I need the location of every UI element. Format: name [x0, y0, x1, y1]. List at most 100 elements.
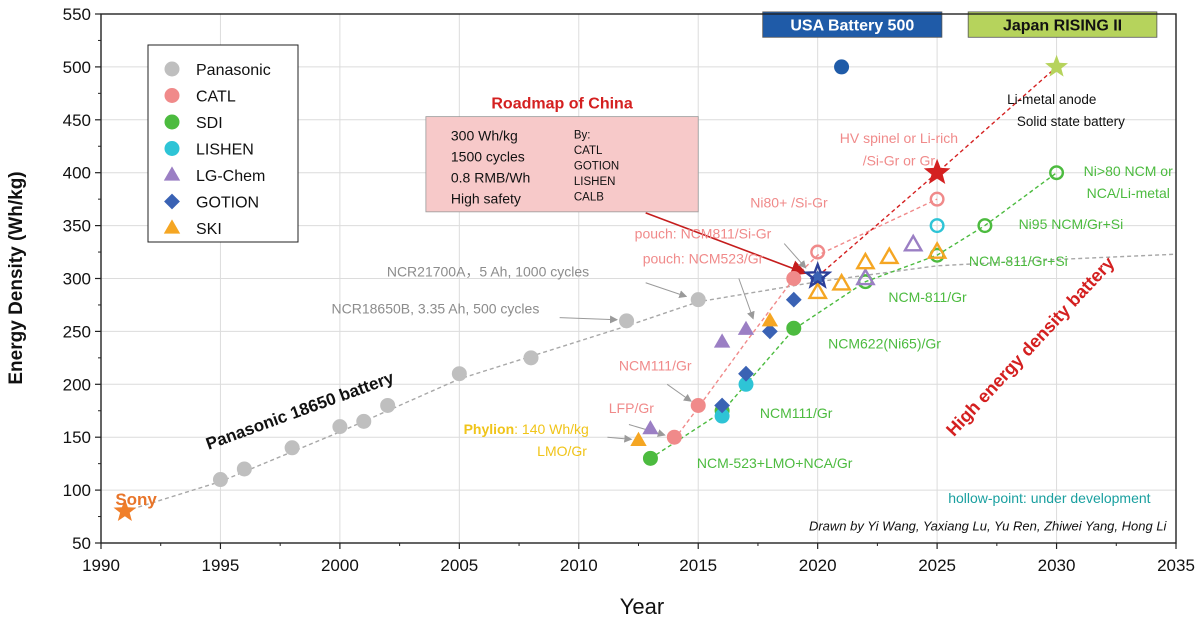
data-points [113, 54, 1068, 521]
x-tick-label: 2030 [1038, 556, 1076, 575]
data-point [690, 292, 706, 308]
data-point [831, 272, 852, 291]
y-tick-label: 250 [63, 322, 91, 341]
data-point [737, 320, 755, 335]
x-tick-label: 2000 [321, 556, 359, 575]
legend-marker [163, 219, 181, 234]
data-point [786, 271, 802, 286]
data-point [236, 461, 252, 477]
special-point [113, 499, 137, 521]
annotation-label: NCM-523+LMO+NCA/Gr [697, 455, 853, 471]
y-tick-label: 500 [63, 58, 91, 77]
x-tick-label: 1990 [82, 556, 120, 575]
trend-line [673, 198, 938, 440]
callout-boxes: USA Battery 500 Japan RISING II Roadmap of… [425, 11, 1158, 213]
data-point [332, 419, 348, 435]
trend-line [124, 253, 1177, 512]
data-point [690, 397, 706, 413]
annotation-label: NCM111/Gr [760, 405, 833, 421]
data-point [926, 240, 948, 259]
data-point [642, 450, 658, 466]
trend-line [650, 172, 1058, 459]
annotation-label: Ni80+ /Si-Gr [750, 195, 828, 211]
y-tick-label: 100 [63, 481, 91, 500]
special-point [923, 158, 951, 184]
special-point [1045, 54, 1068, 77]
header-box [967, 11, 1158, 38]
data-point [855, 251, 876, 270]
y-tick-label: 50 [72, 534, 91, 553]
x-tick-label: 2010 [560, 556, 598, 575]
legend-label: CATL [196, 89, 236, 106]
data-point [810, 244, 826, 260]
annotation-label: NCA/Li-metal [1087, 185, 1170, 201]
y-tick-label: 150 [63, 428, 91, 447]
annotation-label: NCM-811/Gr+Si [969, 253, 1068, 269]
data-point [807, 281, 828, 300]
data-point [1049, 165, 1065, 181]
annotation-label: HV spinel or Li-rich [840, 130, 958, 146]
roadmap-by-line: GOTION [574, 161, 619, 173]
data-point [786, 320, 802, 336]
annotation-label: Ni95 NCM/Gr+Si [1019, 216, 1124, 232]
roadmap-spec-line: 0.8 RMB/Wh [451, 170, 530, 186]
x-tick-label: 2005 [440, 556, 478, 575]
roadmap-spec-line: 1500 cycles [451, 149, 525, 165]
data-point [929, 218, 945, 234]
annotation-arrow [645, 282, 688, 299]
y-tick-label: 550 [63, 5, 91, 24]
x-axis-label: Year [620, 594, 664, 619]
x-tick-label: 2035 [1157, 556, 1195, 575]
annotation-label: pouch: NCM523/Gr [643, 251, 764, 267]
legend-label: LG-Chem [196, 168, 265, 185]
y-tick-label: 300 [63, 270, 91, 289]
legend: Panasonic CATL SDI LISHEN LG-Chem GOTION SKI [147, 44, 299, 243]
annotation-label: NCM111/Gr [619, 358, 692, 374]
y-tick-label: 350 [63, 217, 91, 236]
data-point [713, 333, 731, 348]
annotation-label: /Si-Gr or Gr [863, 152, 936, 168]
data-point [738, 376, 754, 392]
header-box [762, 11, 943, 38]
data-point [977, 218, 993, 234]
data-point [929, 191, 945, 207]
data-point [523, 350, 539, 366]
data-point [630, 431, 647, 446]
data-point [212, 472, 228, 488]
panel-label: Drawn by Yi Wang, Yaxiang Lu, Yu Ren, Zh… [809, 518, 1168, 533]
legend-marker [163, 166, 181, 181]
phylion-arrow [607, 434, 633, 443]
legend-label: Panasonic [196, 62, 271, 79]
y-axis-label: Energy Density (Wh/kg) [6, 171, 27, 384]
y-tick-label: 450 [63, 111, 91, 130]
annotation-label: Li-metal anode [1007, 92, 1096, 107]
roadmap-by-line: LISHEN [574, 176, 616, 188]
annotation-label: NCM-811/Gr [888, 289, 967, 305]
panel-label: hollow-point: under development [948, 490, 1150, 506]
data-point [855, 267, 876, 286]
legend-label: SDI [196, 115, 223, 132]
annotation-arrow [783, 243, 807, 269]
x-tick-label: 2015 [679, 556, 717, 575]
annotation-arrow [738, 278, 755, 320]
y-tick-label: 400 [63, 164, 91, 183]
legend-label: SKI [196, 221, 222, 238]
annotation-label: NCM622(Ni65)/Gr [828, 335, 941, 351]
annotation-label: pouch: NCM811/Si-Gr [635, 225, 772, 241]
annotation-label: Solid state battery [1017, 114, 1125, 129]
roadmap-title: Roadmap of China [491, 96, 632, 113]
legend-label: LISHEN [196, 142, 254, 159]
annotation-label: LFP/Gr [609, 400, 654, 416]
annotation-arrow [666, 383, 692, 402]
annotation-arrows [559, 212, 808, 443]
annotation-label: Ni>80 NCM or [1084, 163, 1173, 179]
data-point [809, 270, 826, 287]
legend-marker [164, 141, 180, 156]
data-point [762, 323, 778, 340]
data-point [284, 440, 300, 456]
header-box-label: USA Battery 500 [790, 18, 914, 35]
data-point [879, 246, 900, 265]
axes: Year Energy Density (Wh/kg) 1990 1995 2000… [6, 5, 1195, 619]
panel-label: High energy density battery [942, 253, 1118, 440]
annotation-label: NCR21700A，5 Ah, 1000 cycles [387, 263, 589, 279]
